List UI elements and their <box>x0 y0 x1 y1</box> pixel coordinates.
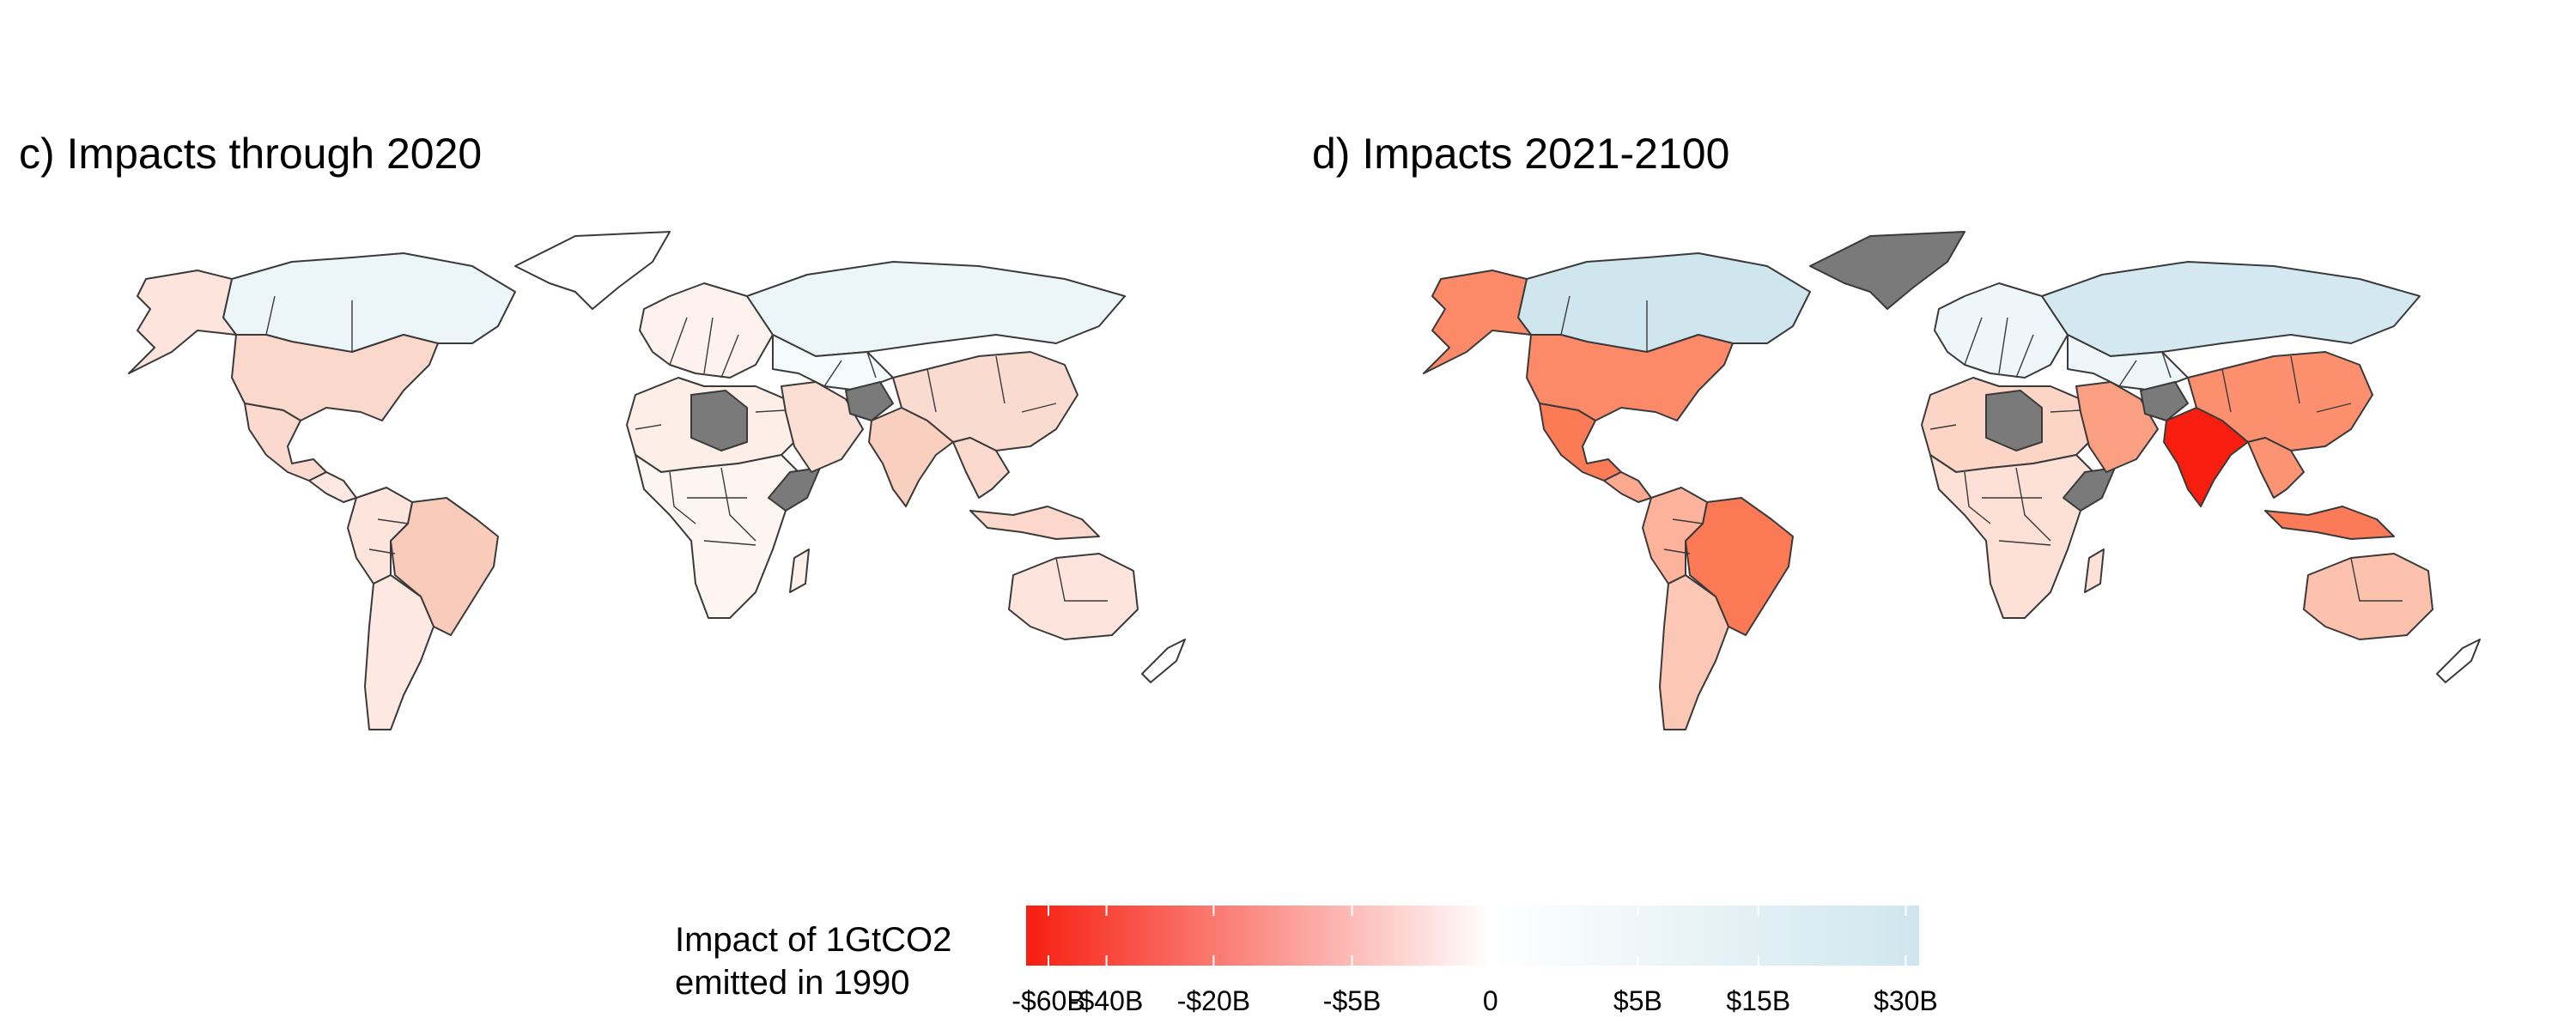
country-border <box>669 317 688 366</box>
country-border <box>2050 409 2081 413</box>
region-australia <box>2303 553 2433 640</box>
region-new-zealand <box>1141 639 1186 683</box>
region-china <box>2187 351 2373 451</box>
legend-tick-label: $30B <box>1874 985 1938 1016</box>
country-border <box>927 368 937 413</box>
region-sub-saharan-africa <box>1929 454 2094 619</box>
region-libya <box>1985 390 2043 451</box>
country-border <box>669 471 696 524</box>
region-greenland <box>514 231 671 310</box>
region-libya <box>690 390 748 451</box>
country-border <box>1663 548 1691 554</box>
region-madagascar <box>2084 548 2105 593</box>
legend-tick-label: $5B <box>1613 985 1662 1016</box>
country-border <box>1055 557 1108 602</box>
country-border <box>720 334 739 379</box>
country-border <box>2118 360 2137 387</box>
region-sub-saharan-africa <box>635 454 799 619</box>
panel-d-title: d) Impacts 2021-2100 <box>1312 130 1730 178</box>
region-mexico <box>244 403 327 482</box>
region-middle-east <box>2075 381 2159 473</box>
country-border <box>377 518 409 524</box>
panel-c-title: c) Impacts through 2020 <box>19 130 483 178</box>
region-middle-east <box>781 381 864 473</box>
region-alaska <box>128 270 237 374</box>
region-afghanistan <box>2140 381 2189 421</box>
region-indonesia <box>2264 506 2395 540</box>
country-border <box>720 467 756 542</box>
legend-title: Impact of 1GtCO2 emitted in 1990 <box>675 921 952 1002</box>
region-southern-south-america <box>1659 574 1729 730</box>
country-border <box>265 295 276 336</box>
country-border <box>2015 334 2034 379</box>
legend-tick-label: 0 <box>1482 985 1498 1016</box>
region-madagascar <box>789 548 810 593</box>
country-border <box>2316 403 2352 413</box>
region-central-america <box>1603 471 1652 503</box>
country-border <box>866 351 877 379</box>
country-border <box>2221 368 2232 413</box>
country-border <box>1929 424 1957 430</box>
country-border <box>1998 317 2008 374</box>
region-russia <box>746 261 1126 357</box>
region-southeast-asia <box>2247 437 2305 499</box>
region-australia <box>1008 553 1139 640</box>
region-andean-south-america <box>1642 487 1708 585</box>
region-andean-south-america <box>347 487 413 585</box>
region-europe <box>1934 282 2069 379</box>
region-greenland <box>1809 231 1965 310</box>
region-mexico <box>1539 403 1622 482</box>
country-border <box>1964 317 1983 366</box>
region-europe <box>639 282 774 379</box>
region-afghanistan <box>845 381 894 421</box>
country-border <box>635 424 662 430</box>
country-border <box>2161 351 2172 379</box>
region-china <box>892 351 1078 451</box>
region-southern-south-america <box>364 574 434 730</box>
country-border <box>2350 557 2403 602</box>
world-map-panel-c <box>128 231 1186 730</box>
region-alaska <box>1423 270 1532 374</box>
legend-tick-label: -$5B <box>1322 985 1382 1016</box>
country-border <box>1560 295 1571 336</box>
country-border <box>1021 403 1057 413</box>
region-new-zealand <box>2436 639 2481 683</box>
country-border <box>823 360 842 387</box>
country-border <box>2015 467 2051 542</box>
legend-colorbar <box>1026 906 1919 966</box>
region-indonesia <box>969 506 1100 540</box>
country-border <box>995 355 1005 404</box>
country-border <box>1998 540 2051 546</box>
country-border <box>755 409 787 413</box>
country-border <box>368 548 396 554</box>
legend-tick-label: $15B <box>1726 985 1791 1016</box>
country-border <box>703 540 756 546</box>
world-map-panel-d <box>1423 231 2481 730</box>
region-russia <box>2041 261 2421 357</box>
country-border <box>2290 355 2300 404</box>
legend-tick-label: -$40B <box>1069 985 1144 1016</box>
country-border <box>1672 518 1704 524</box>
region-central-america <box>308 471 357 503</box>
country-border <box>703 317 714 374</box>
region-southeast-asia <box>952 437 1010 499</box>
legend-tick-label: -$20B <box>1176 985 1251 1016</box>
legend-tick-label: -$60B <box>1012 985 1085 1016</box>
country-border <box>1964 471 1991 524</box>
